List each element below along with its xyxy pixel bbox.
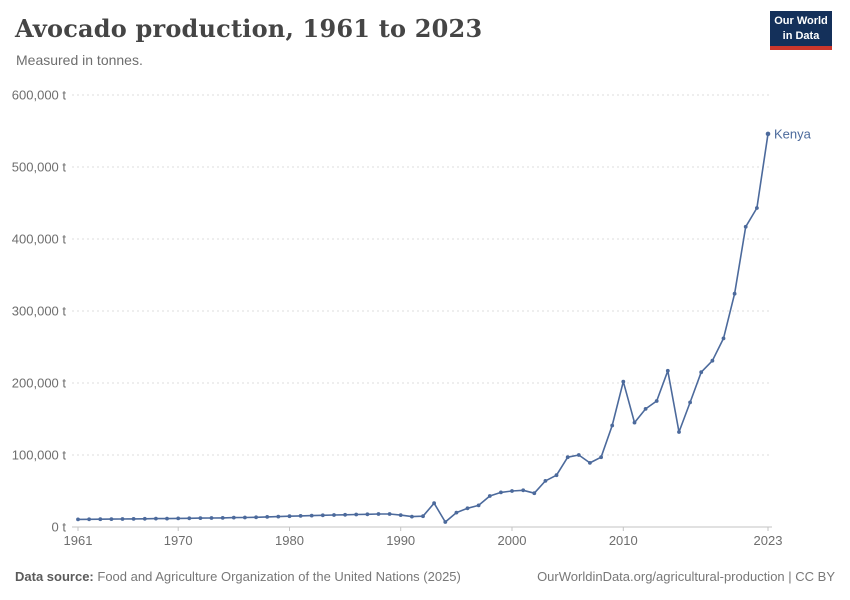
- data-point[interactable]: [476, 503, 481, 508]
- data-point[interactable]: [131, 517, 136, 521]
- data-point[interactable]: [410, 514, 414, 519]
- data-point[interactable]: [699, 370, 704, 375]
- data-point[interactable]: [187, 516, 192, 521]
- owid-logo-line2: in Data: [782, 29, 820, 42]
- data-point[interactable]: [443, 520, 448, 524]
- data-point[interactable]: [554, 473, 559, 478]
- x-axis-tick-label: 1980: [275, 533, 304, 548]
- data-point[interactable]: [543, 479, 548, 483]
- data-point[interactable]: [588, 461, 592, 465]
- data-source-text: Food and Agriculture Organization of the…: [97, 569, 461, 584]
- data-point[interactable]: [343, 512, 347, 517]
- y-axis-tick-label: 400,000 t: [12, 232, 67, 247]
- data-point[interactable]: [165, 516, 169, 521]
- data-point[interactable]: [732, 291, 737, 296]
- data-point-last[interactable]: [765, 131, 771, 137]
- x-axis-tick-label: 1970: [164, 533, 193, 548]
- line-chart-canvas: 0 t 100,000 t 200,000 t 300,000 t 400,000 t 5…: [12, 88, 812, 549]
- data-point[interactable]: [432, 501, 436, 506]
- data-point[interactable]: [454, 510, 459, 515]
- x-axis-tick-label: 2000: [498, 533, 527, 548]
- data-point[interactable]: [721, 336, 726, 341]
- chart-subtitle: Measured in tonnes.: [16, 52, 143, 68]
- owid-logo: Our World in Data: [770, 11, 832, 50]
- data-point[interactable]: [677, 430, 681, 434]
- data-point[interactable]: [632, 420, 637, 425]
- data-point[interactable]: [487, 494, 492, 498]
- y-axis-tick-label: 500,000 t: [12, 160, 67, 175]
- data-point[interactable]: [743, 224, 748, 229]
- credit-line: OurWorldinData.org/agricultural-producti…: [537, 569, 835, 584]
- data-point[interactable]: [387, 512, 392, 516]
- data-point[interactable]: [521, 488, 526, 493]
- data-point[interactable]: [254, 515, 258, 520]
- data-point[interactable]: [665, 368, 670, 373]
- data-point[interactable]: [87, 517, 91, 522]
- data-point[interactable]: [654, 399, 659, 403]
- data-point[interactable]: [465, 506, 470, 511]
- data-point[interactable]: [710, 358, 715, 363]
- data-point[interactable]: [209, 516, 214, 520]
- page-title: Avocado production, 1961 to 2023: [15, 14, 483, 43]
- data-point[interactable]: [599, 455, 603, 460]
- x-axis-tick-label: 1961: [64, 533, 93, 548]
- data-point[interactable]: [265, 515, 270, 519]
- data-point[interactable]: [298, 514, 303, 518]
- series-line-kenya[interactable]: [77, 133, 769, 523]
- data-point[interactable]: [231, 515, 236, 520]
- data-point[interactable]: [176, 516, 181, 521]
- y-axis-tick-label: 200,000 t: [12, 376, 67, 391]
- x-axis-tick-label: 2010: [609, 533, 638, 548]
- data-source: Data source: Food and Agriculture Organi…: [15, 569, 461, 584]
- data-point[interactable]: [376, 512, 381, 516]
- x-axis-tick-label: 2023: [754, 533, 783, 548]
- data-point[interactable]: [220, 516, 225, 520]
- x-axis-tick-label: 1990: [386, 533, 415, 548]
- series-end-label: Kenya: [774, 126, 812, 141]
- data-point[interactable]: [76, 517, 80, 522]
- data-point[interactable]: [276, 514, 281, 519]
- data-point[interactable]: [120, 517, 125, 521]
- data-point[interactable]: [142, 516, 147, 521]
- y-axis-tick-label: 100,000 t: [12, 448, 67, 463]
- data-point[interactable]: [610, 423, 615, 428]
- data-point[interactable]: [565, 455, 570, 460]
- data-point[interactable]: [354, 512, 359, 517]
- data-point[interactable]: [499, 490, 503, 495]
- data-point[interactable]: [109, 517, 114, 521]
- data-point[interactable]: [332, 513, 336, 517]
- data-point[interactable]: [198, 516, 203, 520]
- data-point[interactable]: [621, 379, 626, 384]
- data-point[interactable]: [532, 491, 537, 496]
- chart-footer: Data source: Food and Agriculture Organi…: [15, 569, 835, 584]
- data-point[interactable]: [421, 514, 425, 519]
- data-source-label: Data source:: [15, 569, 94, 584]
- data-point[interactable]: [643, 407, 648, 411]
- data-point[interactable]: [98, 517, 103, 522]
- owid-logo-line1: Our World: [774, 15, 828, 28]
- y-axis-tick-label: 300,000 t: [12, 304, 67, 319]
- data-point[interactable]: [576, 453, 581, 457]
- data-point[interactable]: [755, 206, 759, 210]
- data-point[interactable]: [154, 516, 158, 521]
- y-axis-tick-label: 0 t: [52, 520, 67, 535]
- y-axis-tick-label: 600,000 t: [12, 88, 67, 103]
- data-point[interactable]: [243, 515, 247, 520]
- data-point[interactable]: [287, 514, 292, 519]
- data-point[interactable]: [510, 489, 514, 493]
- data-point[interactable]: [365, 512, 370, 517]
- data-point[interactable]: [688, 400, 692, 405]
- data-point[interactable]: [309, 513, 314, 518]
- data-point[interactable]: [320, 513, 325, 518]
- data-point[interactable]: [398, 513, 403, 517]
